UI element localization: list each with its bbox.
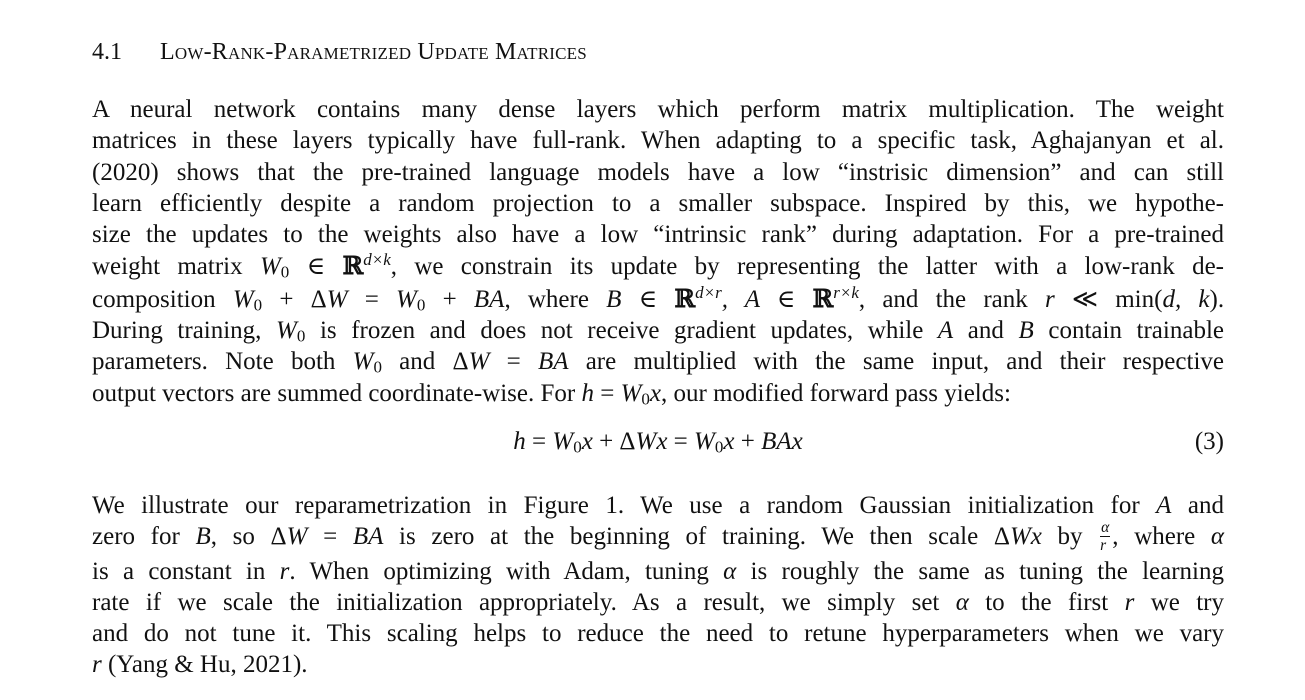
paragraph-reparametrization: We illustrate our reparametrization in F…	[92, 490, 1224, 681]
text-line: is a constant in r. When optimizing with…	[92, 557, 1225, 585]
section-number: 4.1	[92, 39, 122, 65]
text-line: We illustrate our reparametrization in F…	[92, 492, 1224, 519]
text-line: and do not tune it. This scaling helps t…	[92, 620, 1224, 648]
text-line: size the updates to the weights also hav…	[92, 221, 1224, 249]
math-w0: W0 ∈ ℝd×k	[259, 250, 391, 283]
text-line: composition W0 + ΔW = W0 + BA, where B ∈…	[92, 282, 1225, 315]
paragraph-lowrank-intro: A neural network contains many dense lay…	[92, 94, 1224, 409]
math-decomposition: W0 + ΔW = W0 + BA	[232, 285, 505, 315]
text-line: (2020) shows that the pre-trained langua…	[92, 158, 1224, 186]
text-line: learn efficiently despite a random proje…	[92, 189, 1224, 217]
text-line: A neural network contains many dense lay…	[92, 96, 1224, 123]
text-line: rate if we scale the initialization appr…	[92, 588, 1225, 616]
section-heading: 4.1 Low-Rank-Parametrized Update Matrices	[92, 36, 1224, 68]
equation-number: (3)	[1194, 428, 1224, 455]
text-line: matrices in these layers typically have …	[92, 127, 1224, 155]
section-title: Low-Rank-Parametrized Update Matrices	[160, 39, 587, 65]
text-line: zero for B, so ΔW = BA is zero at the be…	[92, 518, 1225, 555]
text-line: r (Yang & Hu, 2021).	[92, 651, 308, 679]
math-rank: r ≪ min(d, k)	[1044, 285, 1218, 313]
text-line: parameters. Note both W0 and ΔW = BA are…	[92, 348, 1224, 378]
text-line: output vectors are summed coordinate-wis…	[92, 379, 1011, 409]
text-line: weight matrix W0 ∈ ℝd×k, we constrain it…	[92, 250, 1225, 283]
math-dims: B ∈ ℝd×r, A ∈ ℝr×k	[606, 282, 859, 313]
text-line: During training, W0 is frozen and does n…	[92, 317, 1224, 346]
equation-body: h = W0x + ΔWx = W0x + BAx	[513, 428, 803, 457]
equation-forward-pass: h = W0x + ΔWx = W0x + BAx (3)	[92, 425, 1224, 459]
